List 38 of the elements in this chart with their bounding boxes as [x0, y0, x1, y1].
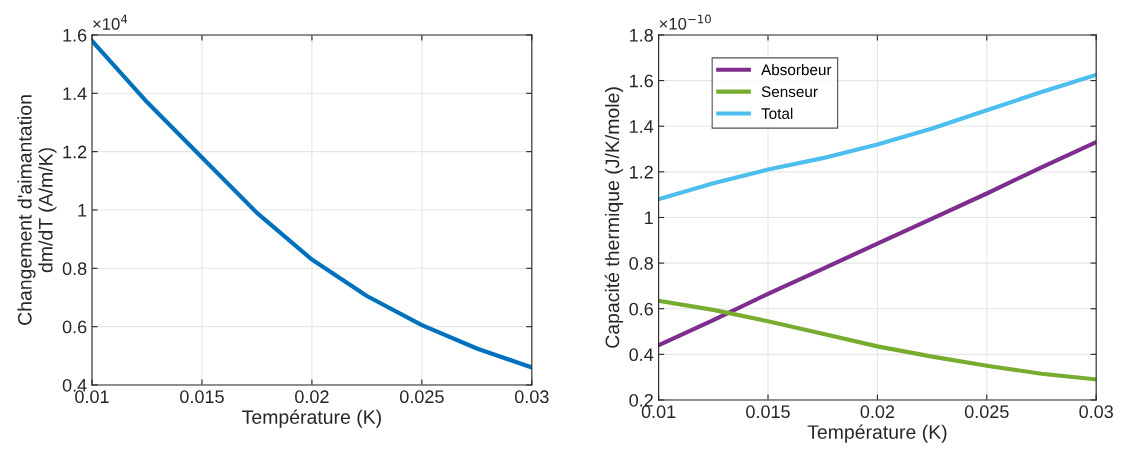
- x-tick-label: 0.03: [514, 390, 549, 404]
- y-tick-label: 0.6: [62, 320, 87, 334]
- x-tick-label: 0.015: [180, 390, 224, 404]
- y-tick-label: 1.4: [630, 120, 654, 133]
- y-tick-label: 1.2: [630, 165, 653, 179]
- x-axis-title: Température (K): [242, 409, 381, 428]
- line-series: [92, 38, 532, 370]
- x-axis-title: Température (K): [807, 424, 947, 443]
- x-tick-label: 0.01: [75, 390, 109, 404]
- y-axis-title: Capacité thermique (J/K/mole): [604, 87, 624, 348]
- y-tick-label: 1.4: [63, 87, 87, 100]
- y-tick-label: 0.2: [629, 393, 653, 407]
- x-tick-label: 0.02: [860, 405, 895, 419]
- x-tick-label: 0.025: [399, 390, 444, 404]
- line-series: [658, 140, 1097, 348]
- x-tick-label: 0.015: [746, 405, 790, 419]
- y-tick-label: 0.8: [62, 262, 87, 276]
- x-tick-label: 0.01: [641, 405, 676, 419]
- x-tick-label: 0.025: [964, 405, 1009, 419]
- legend-label: Senseur: [761, 86, 818, 98]
- y-tick-label: 1.8: [630, 28, 653, 42]
- y-tick-label: 0.4: [62, 378, 87, 392]
- y-tick-label: 1.6: [63, 28, 87, 42]
- y-tick-label: 1: [645, 211, 653, 225]
- text: ×10$^{−10}$: [659, 14, 711, 30]
- y-tick-label: 0.8: [629, 257, 653, 270]
- x-tick-label: 0.02: [295, 390, 329, 404]
- legend-label: Total: [761, 107, 793, 119]
- legend-label: Absorbeur: [761, 63, 832, 76]
- y-tick-label: 0.6: [629, 302, 653, 316]
- y-tick-label: 1.2: [63, 145, 87, 159]
- x-tick-label: 0.03: [1079, 405, 1113, 419]
- text: ×10$^{4}$: [93, 14, 128, 30]
- y-axis-title: Changement d'aimantation dm/dT (A/m/K): [17, 95, 57, 325]
- y-tick-label: 0.4: [629, 348, 654, 362]
- y-tick-label: 1.6: [630, 74, 653, 88]
- y-tick-label: 1: [78, 204, 87, 217]
- line-series: [658, 298, 1097, 382]
